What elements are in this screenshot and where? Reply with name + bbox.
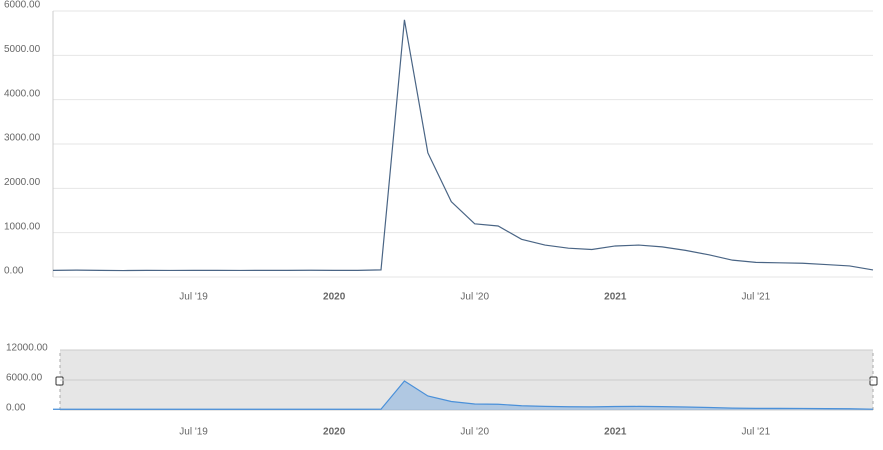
y-tick-label: 3000.00 — [4, 133, 41, 144]
y-tick-label: 1000.00 — [4, 221, 41, 232]
navigator-x-tick-label: 2020 — [323, 427, 346, 438]
navigator-y-tick-label: 6000.00 — [6, 373, 43, 384]
navigator-x-tick-label: Jul '20 — [460, 427, 489, 438]
navigator-handle-right[interactable] — [869, 376, 878, 386]
navigator-line-area — [53, 381, 873, 410]
x-tick-label: Jul '20 — [460, 292, 489, 303]
navigator-line — [52, 380, 874, 410]
navigator-x-tick-label: 2021 — [604, 427, 627, 438]
navigator-handle-left[interactable] — [55, 376, 64, 386]
series-line — [52, 19, 874, 272]
navigator-y-tick-label: 0.00 — [6, 403, 26, 414]
x-tick-label: 2020 — [323, 292, 346, 303]
y-tick-label: 0.00 — [4, 266, 24, 277]
navigator-y-tick-label: 12000.00 — [6, 343, 48, 354]
navigator-x-tick-label: Jul '21 — [742, 427, 771, 438]
y-tick-label: 2000.00 — [4, 177, 41, 188]
y-tick-label: 5000.00 — [4, 44, 41, 55]
y-tick-label: 4000.00 — [4, 88, 41, 99]
x-tick-label: 2021 — [604, 292, 627, 303]
x-tick-label: Jul '21 — [742, 292, 771, 303]
x-tick-label: Jul '19 — [179, 292, 208, 303]
y-tick-label: 6000.00 — [4, 0, 41, 11]
navigator-x-tick-label: Jul '19 — [179, 427, 208, 438]
